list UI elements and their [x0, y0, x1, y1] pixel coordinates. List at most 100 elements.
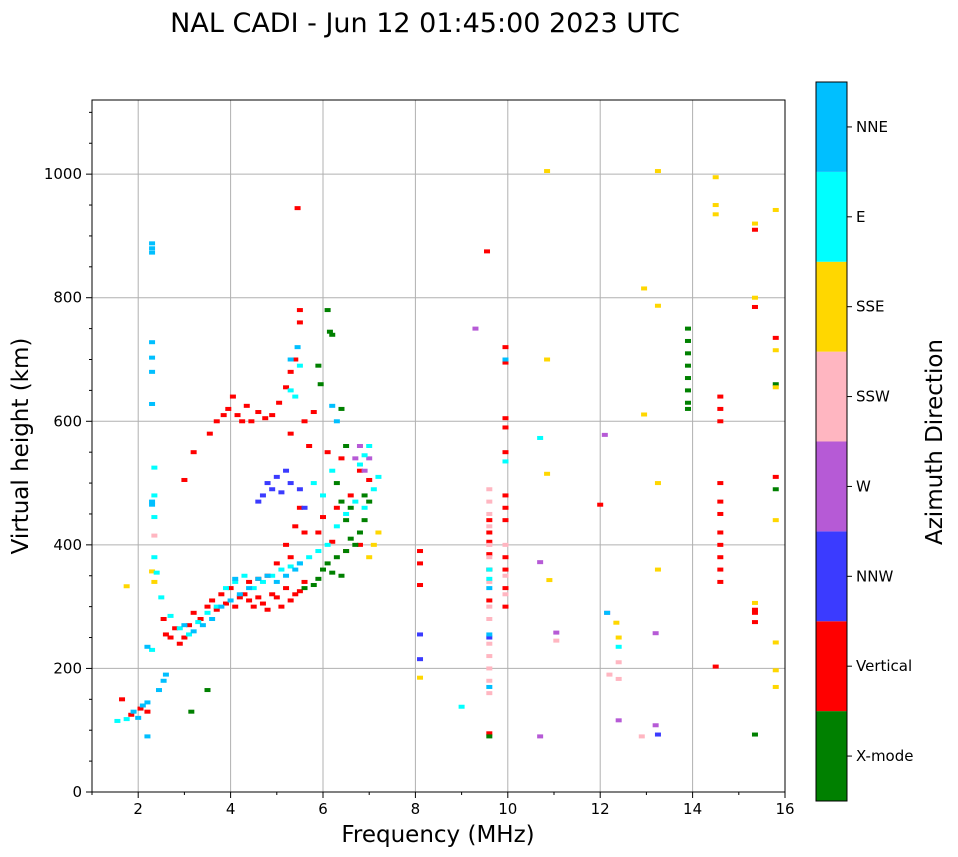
data-point-sse: [772, 385, 779, 390]
data-point-nnw: [296, 487, 303, 492]
data-point-vertical: [292, 357, 299, 362]
data-point-e: [222, 586, 229, 591]
data-point-vertical: [246, 598, 253, 603]
data-point-sse: [370, 542, 377, 547]
data-point-vertical: [287, 598, 294, 603]
colorbar-swatch-x-mode: [816, 711, 847, 801]
data-point-vertical: [197, 617, 204, 621]
data-point-vertical: [717, 394, 724, 399]
data-point-vertical: [717, 481, 724, 486]
plot-frame: [91, 99, 786, 793]
data-point-vertical: [209, 598, 216, 603]
y-tick-label: 0: [72, 783, 82, 801]
data-point-e: [486, 567, 493, 572]
data-point-vertical: [310, 410, 317, 415]
data-point-vertical: [137, 706, 144, 711]
data-point-sse: [544, 357, 551, 362]
data-point-nne: [149, 502, 156, 507]
data-point-ssw: [486, 579, 493, 584]
y-tick-label: 200: [53, 659, 82, 677]
data-point-x-mode: [333, 555, 340, 560]
data-point-vertical: [502, 425, 509, 430]
data-point-x-mode: [333, 481, 340, 486]
x-tick-label: 12: [591, 800, 610, 818]
data-point-e: [458, 704, 465, 709]
data-point-e: [204, 610, 211, 615]
data-point-sse: [712, 175, 719, 180]
data-point-e: [615, 644, 622, 649]
data-point-vertical: [181, 635, 188, 640]
colorbar-label: NNW: [856, 567, 893, 585]
data-point-vertical: [717, 499, 724, 504]
data-point-sse: [712, 203, 719, 208]
data-point-nne: [283, 573, 290, 578]
data-point-vertical: [144, 709, 151, 714]
data-point-ssw: [486, 654, 493, 659]
colorbar: X-mode Vertical NNW W SSW SSE E NNE: [815, 81, 913, 802]
data-point-nne: [149, 340, 156, 345]
data-point-sse: [654, 567, 661, 572]
data-point-vertical: [292, 524, 299, 529]
data-point-nne: [329, 403, 336, 408]
data-point-ssw: [502, 592, 509, 597]
data-point-vertical: [502, 604, 509, 609]
data-point-e: [153, 570, 160, 575]
x-axis-title: Frequency (MHz): [341, 822, 534, 848]
data-point-nne: [162, 672, 169, 677]
data-point-nne: [273, 579, 280, 584]
data-point-e: [213, 604, 220, 609]
data-point-nnw: [259, 493, 266, 498]
data-point-nnw: [417, 632, 424, 637]
data-point-x-mode: [684, 400, 691, 405]
data-point-vertical: [206, 431, 213, 436]
data-point-x-mode: [684, 406, 691, 411]
data-point-vertical: [222, 601, 229, 606]
data-point-sse: [641, 286, 648, 291]
data-point-nne: [144, 700, 151, 705]
data-point-vertical: [259, 601, 266, 606]
colorbar-label: SSW: [856, 388, 890, 406]
y-tick-label: 1000: [44, 165, 82, 183]
data-point-vertical: [597, 502, 604, 507]
data-point-ssw: [486, 555, 493, 560]
data-point-vertical: [213, 419, 220, 424]
data-points: [114, 169, 779, 739]
data-point-sse: [654, 169, 661, 174]
data-point-vertical: [338, 456, 345, 461]
data-point-x-mode: [310, 583, 317, 588]
colorbar-label: E: [856, 208, 865, 226]
data-point-vertical: [502, 567, 509, 572]
data-point-sse: [772, 640, 779, 645]
data-point-x-mode: [361, 493, 368, 498]
data-point-x-mode: [684, 376, 691, 381]
data-point-vertical: [269, 592, 276, 597]
data-point-ssw: [486, 487, 493, 492]
data-point-x-mode: [772, 382, 779, 387]
data-point-vertical: [486, 518, 493, 523]
data-point-e: [375, 474, 382, 479]
data-point-e: [352, 499, 359, 504]
data-point-vertical: [717, 579, 724, 584]
data-point-vertical: [167, 635, 174, 640]
data-point-ssw: [486, 617, 493, 621]
data-point-ssw: [615, 660, 622, 665]
data-point-e: [343, 511, 350, 516]
data-point-vertical: [250, 604, 257, 609]
data-point-x-mode: [338, 406, 345, 411]
data-point-e: [195, 620, 202, 625]
data-point-sse: [751, 295, 758, 300]
data-point-vertical: [296, 505, 303, 510]
data-point-vertical: [296, 320, 303, 325]
data-point-sse: [417, 675, 424, 680]
data-point-sse: [641, 412, 648, 417]
data-point-x-mode: [352, 542, 359, 547]
data-point-vertical: [287, 369, 294, 374]
data-point-sse: [149, 569, 156, 574]
colorbar-label: Vertical: [856, 657, 912, 675]
data-point-vertical: [186, 623, 193, 628]
data-point-nnw: [273, 474, 280, 479]
data-point-nnw: [269, 487, 276, 492]
data-point-vertical: [301, 579, 308, 584]
data-point-sse: [654, 303, 661, 308]
